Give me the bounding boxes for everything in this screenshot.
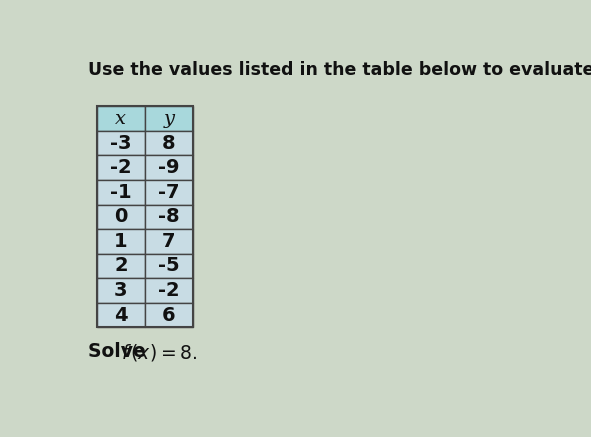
Text: 1: 1 [114,232,128,251]
Bar [145,106,193,131]
Bar [145,229,193,253]
Text: -5: -5 [158,257,180,275]
Bar [97,229,145,253]
Text: 8: 8 [162,134,176,153]
Text: $f\,(x) = 8.$: $f\,(x) = 8.$ [121,343,197,364]
Bar [145,180,193,205]
Text: -8: -8 [158,207,180,226]
Text: -9: -9 [158,158,180,177]
Text: -2: -2 [110,158,132,177]
Text: 6: 6 [162,305,176,325]
Text: -2: -2 [158,281,180,300]
Bar [97,278,145,303]
Bar [97,253,145,278]
Bar [97,131,145,156]
Bar [97,106,193,327]
Bar [97,180,145,205]
Bar [145,253,193,278]
Bar [97,106,145,131]
Text: 3: 3 [114,281,128,300]
Bar [97,303,145,327]
Text: x: x [115,110,126,128]
Text: 7: 7 [162,232,176,251]
Bar [145,278,193,303]
Text: -3: -3 [110,134,132,153]
Text: 2: 2 [114,257,128,275]
Text: 4: 4 [114,305,128,325]
Bar [145,303,193,327]
Bar [145,131,193,156]
Bar [97,205,145,229]
Text: Solve: Solve [87,343,152,361]
Bar [145,156,193,180]
Bar [97,156,145,180]
Text: Use the values listed in the table below to evaluate or solve.: Use the values listed in the table below… [87,61,591,79]
Text: -1: -1 [110,183,132,202]
Bar [145,205,193,229]
Text: -7: -7 [158,183,180,202]
Text: y: y [164,110,174,128]
Text: 0: 0 [114,207,128,226]
